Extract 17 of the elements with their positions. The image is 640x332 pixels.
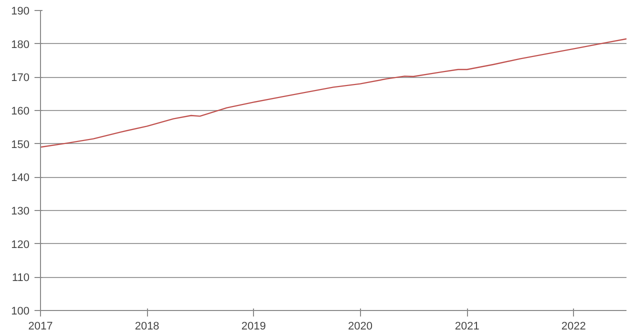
y-tick-label: 170 (11, 72, 30, 84)
y-tick-label: 120 (11, 238, 30, 251)
x-tick-label: 2017 (28, 320, 53, 332)
y-tick-label: 180 (11, 38, 30, 51)
line-series (40, 38, 626, 148)
y-tick-label: 110 (12, 272, 30, 284)
x-tick-label: 2021 (454, 320, 480, 332)
y-tick-label: 100 (11, 306, 30, 318)
y-tick-label: 130 (11, 206, 30, 218)
y-tick-label: 190 (11, 6, 30, 18)
x-tick-label: 2019 (241, 320, 266, 332)
y-tick-label: 140 (11, 172, 30, 184)
x-tick-label: 2022 (561, 320, 586, 332)
y-tick-label: 150 (11, 138, 30, 151)
y-tick-label: 160 (11, 106, 30, 118)
x-tick-label: 2018 (134, 320, 160, 332)
x-tick-label: 2020 (348, 320, 372, 332)
